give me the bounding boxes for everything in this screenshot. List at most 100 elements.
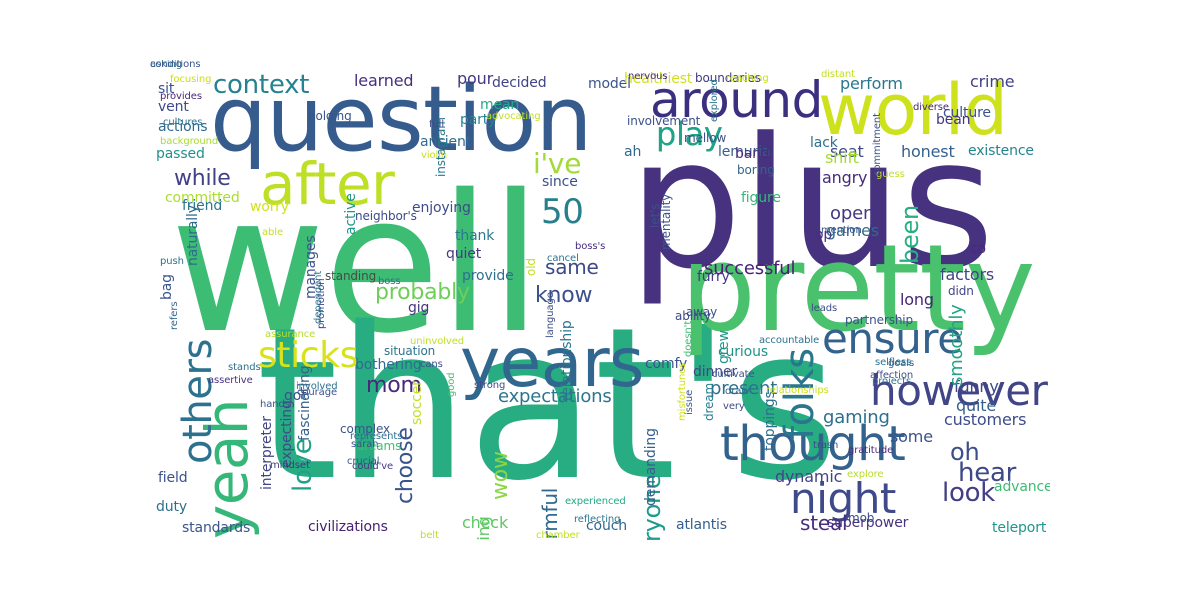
cloud-word: honest (901, 142, 955, 161)
cloud-word: angry (822, 168, 868, 187)
cloud-word: check (462, 513, 509, 532)
cloud-word: standing (325, 269, 377, 283)
cloud-word: 50 (541, 192, 584, 232)
cloud-word: full (429, 119, 445, 130)
cloud-word: crucial (347, 456, 380, 467)
cloud-word: ancient (420, 134, 472, 150)
cloud-word: violin (421, 150, 448, 161)
cloud-word: night (790, 474, 896, 523)
cloud-word: could've (352, 461, 394, 472)
cloud-word: others (175, 338, 221, 464)
cloud-word: mom (366, 373, 422, 398)
cloud-word: context (213, 70, 310, 100)
cloud-word: push (160, 256, 184, 267)
cloud-word: advanced (994, 479, 1050, 495)
cloud-word: probably (375, 280, 470, 305)
cloud-word: steal (800, 511, 848, 535)
cloud-word: expectations (498, 386, 612, 407)
cloud-word: comfy (645, 356, 688, 372)
cloud-word: dream (702, 382, 716, 421)
cloud-word: teleport (992, 520, 1047, 536)
cloud-word: field (158, 470, 188, 486)
cloud-word: question (210, 67, 593, 172)
cloud-word: doesn't (683, 320, 694, 357)
cloud-word: wow (488, 450, 513, 500)
cloud-word: naturally (185, 204, 201, 266)
cloud-word: neighbor's (355, 209, 417, 223)
cloud-word: gaming (823, 407, 890, 428)
cloud-word: smoothly (946, 304, 967, 387)
cloud-word: present (710, 378, 778, 399)
cloud-word: focusing (170, 74, 212, 85)
cloud-word: away (686, 305, 718, 319)
cloud-word: mob (848, 511, 875, 525)
cloud-word: relationships (766, 385, 829, 396)
cloud-word: enjoying (412, 200, 471, 216)
cloud-word: assertive (208, 375, 253, 386)
cloud-word: reaching (726, 73, 769, 84)
cloud-word: trash (813, 440, 839, 451)
cloud-word: uninvolved (410, 336, 465, 347)
cloud-word: standards (182, 520, 251, 536)
cloud-word: distant (821, 69, 855, 80)
cloud-word: able (262, 227, 284, 238)
cloud-word: hear (958, 458, 1017, 488)
cloud-word: explore (847, 469, 884, 480)
cloud-word: goals (888, 358, 915, 369)
cloud-word: provide (462, 268, 514, 284)
cloud-word: involvement (627, 114, 701, 128)
cloud-word: healthiest (624, 71, 693, 87)
cloud-word: successful (704, 258, 796, 279)
cloud-word: dynamic (775, 467, 843, 486)
cloud-word: provides (160, 91, 202, 102)
cloud-word: explored (709, 79, 720, 122)
cloud-word: very (723, 401, 745, 412)
cloud-word: bothering (355, 357, 422, 373)
cloud-word: let's (648, 203, 662, 228)
cloud-word: after (260, 150, 395, 218)
cloud-word: background (160, 136, 219, 147)
cloud-word: crime (970, 72, 1015, 91)
cloud-word: assurance (265, 329, 316, 340)
cloud-word: customers (944, 410, 1027, 429)
cloud-word: same (545, 255, 599, 279)
cloud-word: reflecting (574, 514, 621, 525)
cloud-word: cans (420, 359, 443, 370)
cloud-word: dinner (693, 364, 738, 380)
cloud-word: asking (150, 60, 182, 70)
cloud-word: quiet (446, 246, 482, 262)
cloud-word: complex (340, 422, 391, 436)
cloud-word: relationship (559, 320, 575, 401)
cloud-word: boundaries (695, 71, 761, 85)
cloud-word: been (896, 204, 924, 264)
cloud-word: atlantis (676, 517, 727, 533)
cloud-word: while (174, 166, 231, 191)
cloud-word: partnership (845, 313, 914, 327)
cloud-word: commitment (872, 113, 883, 176)
cloud-word: accountable (759, 335, 820, 346)
cloud-word: however (870, 366, 1048, 415)
cloud-word: pour (457, 69, 494, 88)
cloud-word: worry (250, 199, 289, 215)
cloud-word: know (535, 283, 593, 308)
cloud-word: got (284, 388, 307, 404)
cloud-word: language (545, 292, 556, 338)
cloud-word: boring (737, 163, 775, 177)
cloud-word: boss's (575, 241, 606, 252)
cloud-word: lack (810, 135, 838, 151)
cloud-word: figure (741, 190, 781, 206)
cloud-word: thought (720, 416, 906, 472)
cloud-word: around (650, 71, 823, 129)
cloud-word: lemuria (718, 144, 771, 160)
cloud-word: strong (474, 380, 506, 391)
cloud-word: holding (308, 109, 352, 123)
cloud-word: gig (408, 300, 430, 316)
cloud-word: leads (811, 303, 838, 314)
cloud-word: civilizations (308, 519, 388, 535)
cloud-word: situation (384, 344, 436, 358)
cloud-word: diverse (913, 102, 949, 113)
cloud-word: boss (378, 276, 401, 287)
cloud-word: play (656, 115, 723, 153)
cloud-word: nervous (628, 71, 668, 82)
cloud-word: gratitude (848, 445, 894, 456)
